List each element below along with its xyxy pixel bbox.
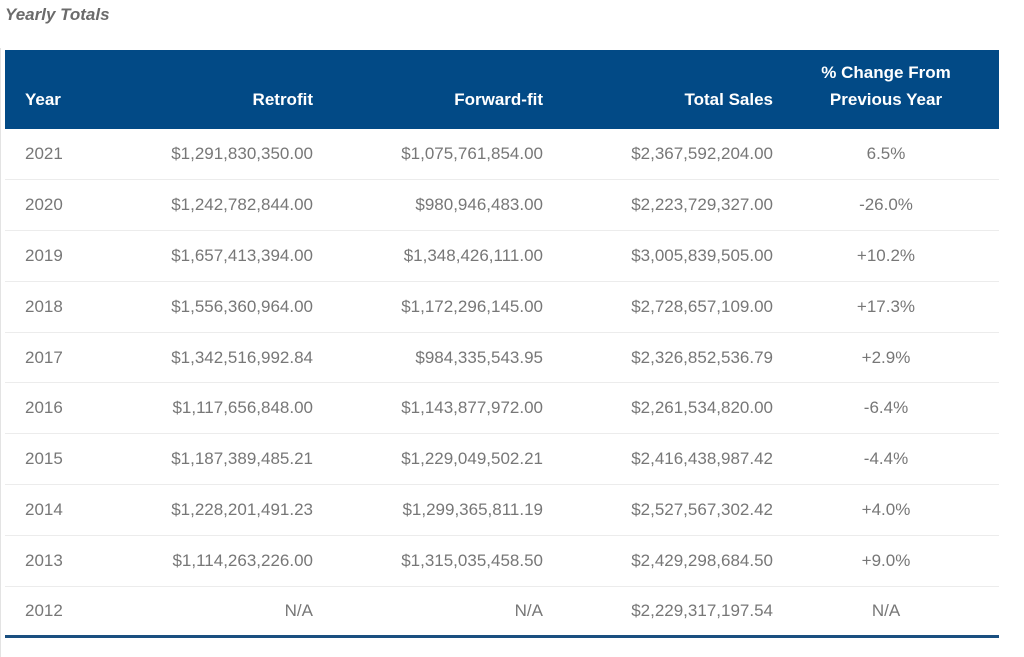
cell-total-sales: $2,728,657,109.00 [631,296,773,316]
cell-forward-fit: $1,172,296,145.00 [401,296,543,316]
table-header: Year Retrofit Forward-fit Total Sales % … [5,50,999,129]
cell-forward-fit: $1,299,365,811.19 [402,499,543,519]
cell-year: 2014 [25,499,63,519]
cell-forward-fit: $980,946,483.00 [415,195,543,215]
page-title: Yearly Totals [5,5,110,24]
cell-forward-fit: $1,143,877,972.00 [401,398,543,418]
cell-retrofit: $1,657,413,394.00 [171,245,313,265]
cell-year: 2017 [25,347,63,367]
cell-year: 2020 [25,195,63,215]
cell-retrofit: $1,187,389,485.21 [171,449,313,469]
cell-total-sales: $2,326,852,536.79 [631,347,773,367]
table-row: 2020 $1,242,782,844.00 $980,946,483.00 $2,2… [5,180,999,231]
table-row: 2018 $1,556,360,964.00 $1,172,296,145.00 $2… [5,281,999,333]
yearly-totals-table-container: Year Retrofit Forward-fit Total Sales % … [5,50,999,638]
cell-retrofit: $1,114,263,226.00 [172,550,313,570]
cell-forward-fit: $1,075,761,854.00 [401,144,543,164]
cell-total-sales: $3,005,839,505.00 [631,245,773,265]
cell-year: 2018 [25,296,63,316]
cell-total-sales: $2,527,567,302.42 [631,499,773,519]
cell-forward-fit: $1,229,049,502.21 [401,449,543,469]
yearly-totals-table: Year Retrofit Forward-fit Total Sales % … [5,50,999,638]
cell-retrofit: $1,228,201,491.23 [171,499,313,519]
cell-total-sales: $2,223,729,327.00 [631,195,773,215]
table-row: 2013 $1,114,263,226.00 $1,315,035,458.50 $2… [5,535,999,587]
cell-pct-change: +9.0% [861,550,911,570]
cell-year: 2012 [25,601,63,621]
cell-pct-change: N/A [871,601,901,621]
header-pct-change-line1: % Change From [821,63,951,82]
cell-retrofit: $1,291,830,350.00 [171,144,313,164]
cell-pct-change: +17.3% [856,296,916,316]
left-divider [0,48,1,657]
cell-pct-change: -26.0% [859,195,913,215]
cell-pct-change: +2.9% [861,347,911,367]
header-retrofit: Retrofit [252,90,313,109]
cell-pct-change: -6.4% [863,398,909,418]
cell-retrofit: $1,242,782,844.00 [171,195,313,215]
cell-year: 2013 [25,550,63,570]
table-row: 2019 $1,657,413,394.00 $1,348,426,111.00 $3… [5,231,999,282]
cell-pct-change: 6.5% [866,144,906,164]
cell-retrofit: $1,117,656,848.00 [172,398,313,418]
cell-total-sales: $2,429,298,684.50 [631,550,773,570]
table-row: 2014 $1,228,201,491.23 $1,299,365,811.19 $2… [5,485,999,536]
header-pct-change-line2: Previous Year [829,90,943,109]
cell-retrofit: $1,556,360,964.00 [171,296,313,316]
cell-year: 2016 [25,398,63,418]
header-year: Year [25,90,61,109]
header-forward-fit: Forward-fit [454,90,543,109]
table-row: 2021 $1,291,830,350.00 $1,075,761,854.00 $2… [5,129,999,180]
table-row: 2017 $1,342,516,992.84 $984,335,543.95 $2,3… [5,332,999,383]
cell-year: 2019 [25,245,63,265]
header-pct-change: % Change From Previous Year [773,50,999,129]
cell-year: 2021 [25,144,63,164]
table-row: 2012 N/A N/A $2,229,317,197.54 N/A [5,586,999,637]
cell-forward-fit: $984,335,543.95 [415,347,543,367]
cell-forward-fit: $1,348,426,111.00 [403,245,543,265]
table-body: 2021 $1,291,830,350.00 $1,075,761,854.00 $2… [5,129,999,637]
cell-forward-fit: $1,315,035,458.50 [401,550,543,570]
cell-total-sales: $2,261,534,820.00 [631,398,773,418]
header-row: Year Retrofit Forward-fit Total Sales % … [5,50,999,129]
cell-total-sales: $2,416,438,987.42 [631,449,773,469]
cell-pct-change: +10.2% [856,245,916,265]
cell-total-sales: $2,367,592,204.00 [631,144,773,164]
cell-pct-change: +4.0% [861,499,911,519]
table-row: 2015 $1,187,389,485.21 $1,229,049,502.21 $2… [5,434,999,485]
cell-pct-change: -4.4% [863,449,909,469]
cell-year: 2015 [25,449,63,469]
cell-forward-fit: N/A [514,601,543,621]
cell-retrofit: $1,342,516,992.84 [171,347,313,367]
header-total-sales: Total Sales [684,90,774,109]
cell-retrofit: N/A [284,601,313,621]
table-row: 2016 $1,117,656,848.00 $1,143,877,972.00 $2… [5,383,999,434]
cell-total-sales: $2,229,317,197.54 [631,601,773,621]
